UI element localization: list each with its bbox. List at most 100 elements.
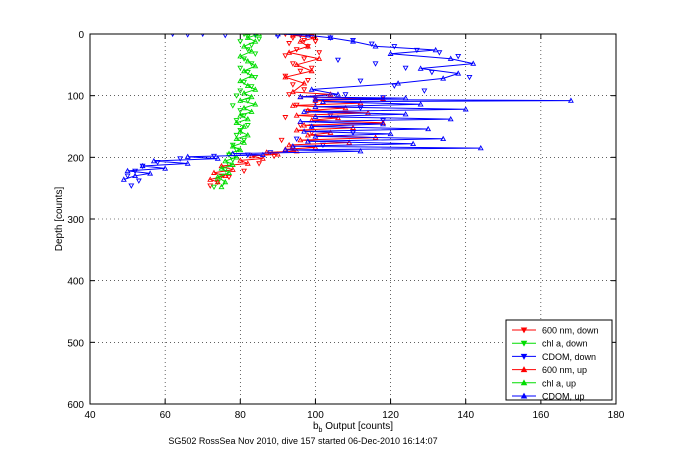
data-point [241, 113, 248, 119]
series-line [123, 34, 571, 180]
data-point [440, 135, 447, 142]
data-point [233, 135, 240, 142]
data-point [259, 151, 266, 158]
data-point [274, 34, 281, 37]
data-point [278, 137, 285, 144]
legend-entry-label: chl a, down [542, 339, 588, 349]
data-point [252, 62, 259, 69]
data-point [286, 41, 293, 47]
y-tick-label: 500 [67, 338, 84, 349]
data-point [327, 91, 334, 97]
data-point [128, 183, 135, 189]
data-point [357, 78, 364, 84]
data-point [218, 162, 225, 169]
data-point [308, 123, 315, 129]
legend: 600 nm, down chl a, down CDOM, down 600 nm,… [505, 319, 613, 402]
data-point [319, 98, 326, 105]
data-point [289, 143, 296, 149]
data-point [417, 101, 424, 107]
data-point [241, 43, 248, 49]
data-point [226, 169, 232, 175]
data-point [237, 39, 244, 45]
data-point [222, 34, 228, 39]
data-point [248, 48, 255, 54]
data-point [335, 91, 341, 97]
legend-marker [520, 327, 528, 334]
data-point [211, 184, 217, 191]
data-point [241, 90, 248, 96]
data-point [365, 109, 371, 116]
figure-footer: SG502 RossSea Nov 2010, dive 157 started… [168, 436, 437, 446]
x-tick-label: 100 [307, 410, 324, 421]
legend-entry-label: 600 nm, down [542, 326, 599, 336]
data-point [184, 160, 191, 166]
data-point [312, 103, 319, 109]
data-point [252, 74, 259, 81]
data-point [455, 70, 462, 76]
data-point [289, 102, 296, 108]
data-point [237, 65, 244, 72]
data-point [248, 108, 255, 114]
data-point [218, 165, 225, 171]
data-point [293, 127, 300, 133]
data-point [455, 53, 462, 60]
data-point [466, 74, 473, 81]
data-point [304, 78, 311, 84]
series-4 [214, 34, 263, 190]
data-point [252, 38, 259, 44]
data-point [312, 113, 319, 119]
data-point [256, 34, 263, 37]
data-point [436, 50, 443, 56]
x-tick-label: 40 [84, 410, 96, 421]
data-point [286, 92, 293, 98]
data-point [237, 112, 244, 118]
data-point [244, 34, 251, 40]
data-point [304, 138, 311, 144]
data-point [286, 49, 293, 55]
data-point [147, 170, 154, 176]
y-axis-label: Depth [counts] [54, 187, 65, 252]
data-point [248, 152, 255, 159]
data-point [462, 106, 469, 112]
data-point [417, 65, 424, 71]
x-tick-label: 160 [533, 410, 550, 421]
y-tick-label: 600 [67, 400, 84, 411]
data-point [274, 151, 281, 157]
data-point [304, 43, 311, 49]
data-point [410, 140, 417, 146]
x-axis-label: bb Output [counts] [313, 421, 393, 434]
data-point [233, 118, 240, 124]
data-point [327, 34, 334, 40]
data-point [289, 82, 296, 88]
data-point [301, 108, 308, 114]
data-point [218, 183, 225, 190]
series-layer [120, 34, 574, 191]
data-point [293, 136, 300, 142]
data-point [120, 176, 127, 182]
data-point [185, 34, 190, 38]
data-point [237, 128, 244, 134]
data-point [477, 144, 484, 151]
data-point [132, 172, 139, 179]
data-point [207, 183, 214, 189]
data-point [387, 50, 394, 56]
data-point [350, 38, 356, 44]
data-point [248, 93, 255, 100]
data-point [207, 176, 214, 182]
data-point [229, 103, 236, 109]
data-point [402, 111, 409, 117]
data-point [237, 88, 244, 94]
data-point [124, 173, 131, 179]
data-point [241, 168, 248, 175]
axis-ticks: 40 60 80 100 120 140 160 180 0 100 200 300 400 500 600 [67, 30, 624, 421]
x-tick-label: 120 [382, 410, 399, 421]
data-point [237, 146, 244, 153]
data-point [368, 41, 375, 47]
data-point [222, 172, 229, 179]
data-point [316, 50, 323, 56]
series-5 [120, 34, 574, 182]
data-point [263, 149, 270, 155]
legend-marker [520, 353, 528, 360]
data-point [282, 74, 289, 80]
